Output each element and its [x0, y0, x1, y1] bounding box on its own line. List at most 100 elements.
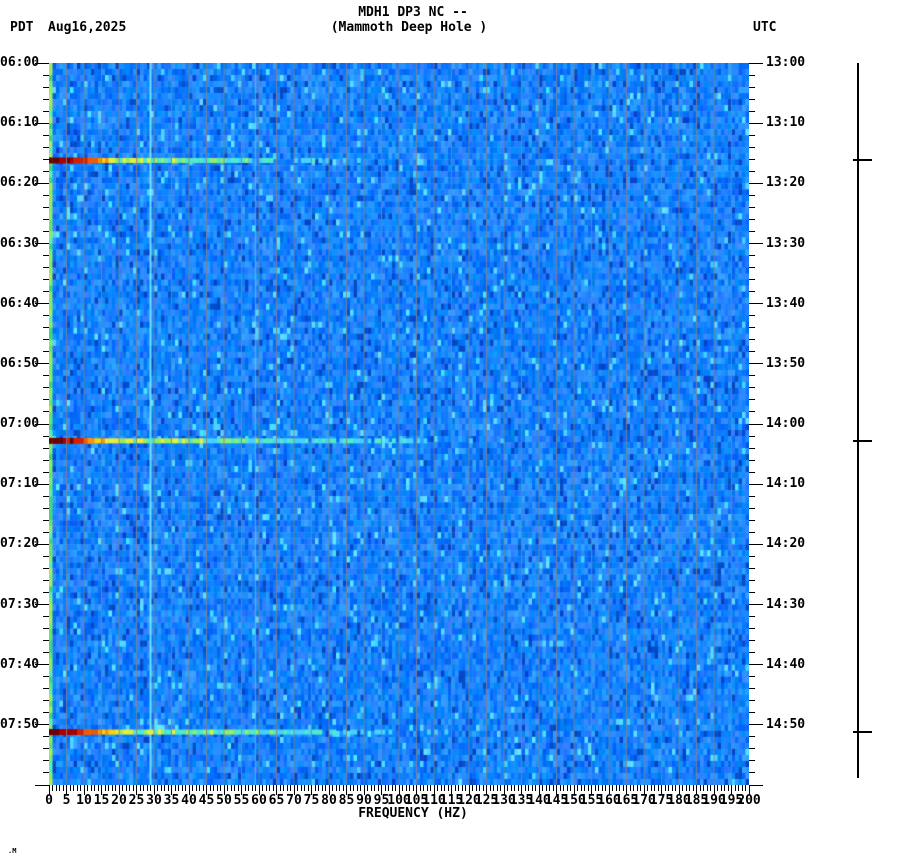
right-axis-major-tick	[749, 604, 763, 605]
right-axis-label: 14:40	[766, 656, 806, 672]
right-axis-minor-tick	[749, 158, 755, 160]
right-axis-label: 13:20	[766, 175, 806, 191]
x-axis-minor-tick	[262, 785, 263, 791]
x-axis-title: FREQUENCY (HZ)	[358, 806, 468, 821]
x-axis-minor-tick	[563, 785, 564, 791]
right-axis-minor-tick	[749, 170, 755, 172]
x-axis-minor-tick	[605, 785, 606, 791]
x-axis-minor-tick	[325, 785, 326, 791]
left-axis-major-tick	[35, 303, 49, 305]
left-axis-minor-tick	[43, 194, 49, 196]
x-axis-minor-tick	[531, 785, 533, 791]
left-axis-minor-tick	[43, 255, 49, 257]
right-axis-label: 14:30	[766, 596, 806, 612]
x-axis-minor-tick	[545, 785, 547, 791]
right-axis-minor-tick	[749, 555, 755, 557]
left-axis-minor-tick	[43, 279, 49, 281]
x-axis-minor-tick	[80, 785, 81, 791]
x-axis-minor-tick	[290, 785, 291, 791]
x-axis-minor-tick	[104, 785, 106, 791]
x-axis-label: 185	[684, 793, 709, 808]
x-axis-minor-tick	[279, 785, 281, 791]
x-axis-minor-tick	[402, 785, 403, 791]
left-axis-minor-tick	[43, 652, 49, 654]
left-axis-minor-tick	[43, 772, 49, 774]
x-axis-minor-tick	[115, 785, 116, 791]
x-axis-minor-tick	[671, 785, 673, 791]
x-axis-minor-tick	[395, 785, 396, 791]
x-axis-minor-tick	[360, 785, 361, 791]
x-axis-label: 60	[251, 793, 267, 808]
left-axis-label: 06:00	[0, 55, 40, 70]
x-axis-minor-tick	[741, 785, 743, 791]
right-axis-minor-tick	[749, 507, 755, 509]
x-axis-label: 155	[579, 793, 604, 808]
x-axis-minor-tick	[542, 785, 543, 791]
x-axis-major-tick	[101, 785, 102, 795]
x-axis-label: 105	[404, 793, 429, 808]
x-axis-minor-tick	[409, 785, 410, 791]
right-axis-minor-tick	[749, 748, 755, 750]
x-axis-label: 195	[719, 793, 744, 808]
left-axis-label: 07:00	[0, 416, 40, 431]
left-axis-minor-tick	[43, 170, 49, 172]
x-axis-label: 130	[492, 793, 516, 808]
x-axis-minor-tick	[724, 785, 725, 791]
left-axis-minor-tick	[43, 327, 49, 329]
x-axis-major-tick	[311, 785, 312, 795]
x-axis-minor-tick	[143, 785, 144, 791]
x-axis-minor-tick	[601, 785, 603, 791]
right-axis-minor-tick	[749, 375, 755, 377]
right-axis-minor-tick	[749, 471, 755, 473]
x-axis-minor-tick	[514, 785, 515, 791]
x-axis-minor-tick	[391, 785, 393, 791]
x-axis-label: 175	[649, 793, 674, 808]
right-axis-minor-tick	[749, 387, 755, 389]
x-axis-major-tick	[171, 785, 172, 795]
right-axis-minor-tick	[749, 760, 755, 762]
x-axis-minor-tick	[517, 785, 519, 791]
x-axis-minor-tick	[622, 785, 624, 791]
right-axis-minor-tick	[749, 110, 755, 112]
x-axis-minor-tick	[685, 785, 687, 791]
left-axis-major-tick	[35, 363, 49, 365]
right-axis-minor-tick	[749, 712, 755, 714]
x-axis-minor-tick	[654, 785, 655, 791]
right-scale-bar-event-tick	[853, 731, 872, 734]
x-axis-major-tick	[678, 785, 680, 795]
x-axis-major-tick	[276, 785, 277, 795]
right-axis-minor-tick	[749, 736, 755, 738]
right-axis-minor-tick	[749, 519, 755, 521]
x-axis-minor-tick	[213, 785, 214, 791]
x-axis-minor-tick	[353, 785, 354, 791]
right-axis-major-tick	[749, 62, 763, 64]
left-axis-minor-tick	[43, 206, 49, 208]
left-axis-minor-tick	[43, 351, 49, 353]
x-axis-minor-tick	[598, 785, 599, 791]
x-axis-minor-tick	[720, 785, 722, 791]
left-axis-minor-tick	[43, 628, 49, 630]
left-axis-minor-tick	[43, 760, 49, 762]
x-axis-minor-tick	[447, 785, 449, 791]
x-axis-major-tick	[83, 785, 85, 795]
x-axis-label: 5	[62, 793, 71, 808]
x-axis-minor-tick	[587, 785, 589, 791]
spectrogram-canvas	[49, 63, 749, 785]
x-axis-minor-tick	[335, 785, 337, 791]
right-axis-minor-tick	[749, 74, 755, 76]
right-axis-major-tick	[749, 363, 763, 365]
x-axis-major-tick	[381, 785, 382, 795]
x-axis-major-tick	[468, 785, 470, 795]
right-scale-bar-line	[857, 63, 859, 778]
x-axis-minor-tick	[461, 785, 463, 791]
left-axis-label: 07:40	[0, 656, 40, 672]
right-axis-minor-tick	[749, 218, 755, 220]
left-axis-major-tick	[35, 784, 49, 786]
right-axis-minor-tick	[749, 206, 755, 208]
left-axis-label: 06:40	[0, 295, 40, 311]
x-axis-minor-tick	[300, 785, 302, 791]
x-axis-minor-tick	[412, 785, 414, 791]
left-axis-minor-tick	[43, 591, 49, 593]
x-axis-major-tick	[136, 785, 137, 795]
